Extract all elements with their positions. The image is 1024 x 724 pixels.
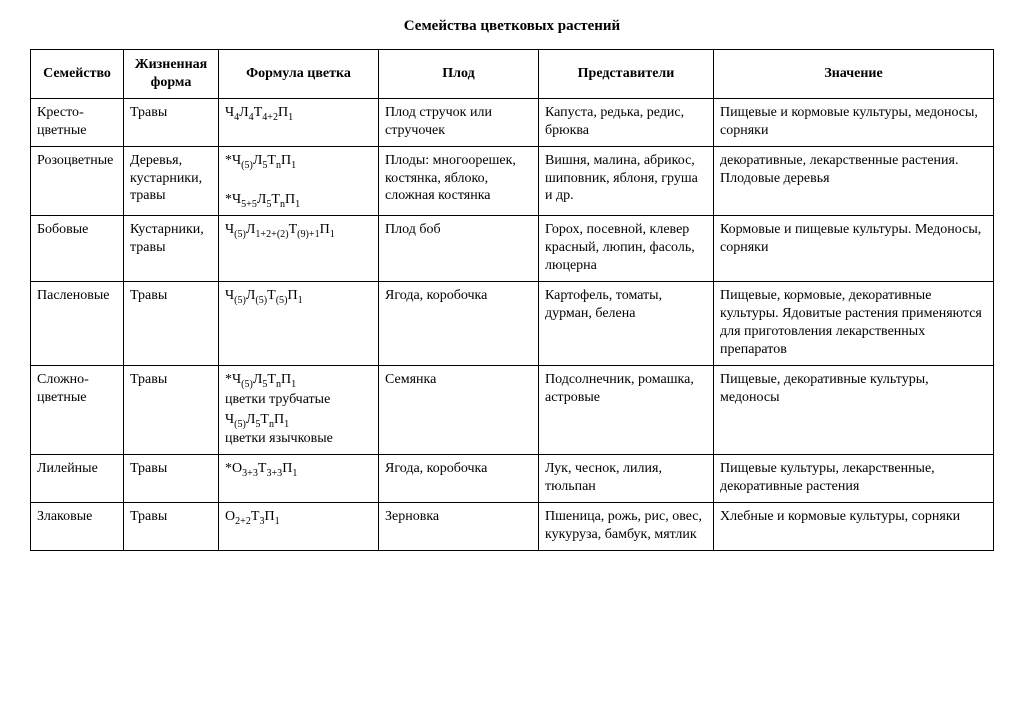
cell-formula: Ч(5)Л(5)Т(5)П1 <box>219 282 379 366</box>
cell-fruit: Семянка <box>379 365 539 455</box>
cell-family: Лилей­ные <box>31 455 124 503</box>
cell-family: Паслено­вые <box>31 282 124 366</box>
cell-family: Розоцвет­ные <box>31 146 124 216</box>
cell-formula: *Ч(5)Л5ТnП1цветки трубчатыеЧ(5)Л5ТnП1цве… <box>219 365 379 455</box>
cell-reps: Лук, чеснок, ли­лия, тюльпан <box>539 455 714 503</box>
cell-reps: Пшеница, рожь, рис, овес, кукуру­за, бам… <box>539 503 714 551</box>
cell-fruit: Плод боб <box>379 216 539 282</box>
table-row: ЗлаковыеТравыО2+2Т3П1ЗерновкаПшеница, ро… <box>31 503 994 551</box>
cell-lifeform: Деревья, кустарни­ки, травы <box>124 146 219 216</box>
table-body: Кресто­цветныеТравыЧ4Л4Т4+2П1Плод стручо… <box>31 98 994 550</box>
cell-value: Пищевые культуры, лекарствен­ные, декора… <box>714 455 994 503</box>
cell-formula: Ч(5)Л1+2+(2)Т(9)+1П1 <box>219 216 379 282</box>
cell-fruit: Плод стручок или стручочек <box>379 98 539 146</box>
cell-family: Сложно­цветные <box>31 365 124 455</box>
cell-reps: Капуста, редька, редис, брюква <box>539 98 714 146</box>
column-header-0: Семейство <box>31 50 124 99</box>
table-row: БобовыеКустарни­ки, травыЧ(5)Л1+2+(2)Т(9… <box>31 216 994 282</box>
cell-family: Бобовые <box>31 216 124 282</box>
cell-lifeform: Кустарни­ки, травы <box>124 216 219 282</box>
cell-value: Хлебные и кормовые культуры, сорняки <box>714 503 994 551</box>
column-header-2: Формула цветка <box>219 50 379 99</box>
cell-fruit: Плоды: многооре­шек, костянка, яблоко, с… <box>379 146 539 216</box>
table-row: Кресто­цветныеТравыЧ4Л4Т4+2П1Плод стручо… <box>31 98 994 146</box>
cell-reps: Картофель, тома­ты, дурман, белена <box>539 282 714 366</box>
column-header-1: Жизнен­ная форма <box>124 50 219 99</box>
cell-fruit: Ягода, коробочка <box>379 455 539 503</box>
column-header-3: Плод <box>379 50 539 99</box>
cell-lifeform: Травы <box>124 503 219 551</box>
cell-formula: *Ч(5)Л5ТnП1 *Ч5+5Л5ТnП1 <box>219 146 379 216</box>
cell-value: Кормовые и пищевые культуры. Медоносы, с… <box>714 216 994 282</box>
cell-formula: Ч4Л4Т4+2П1 <box>219 98 379 146</box>
column-header-4: Представители <box>539 50 714 99</box>
table-row: Паслено­выеТравыЧ(5)Л(5)Т(5)П1Ягода, кор… <box>31 282 994 366</box>
page-title: Семейства цветковых растений <box>30 18 994 35</box>
cell-family: Злаковые <box>31 503 124 551</box>
table-row: Сложно­цветныеТравы*Ч(5)Л5ТnП1цветки тру… <box>31 365 994 455</box>
cell-reps: Вишня, малина, абрикос, шипов­ник, яблон… <box>539 146 714 216</box>
cell-value: декоративные, лекарственные растения. Пл… <box>714 146 994 216</box>
table-row: Розоцвет­ныеДеревья, кустарни­ки, травы*… <box>31 146 994 216</box>
cell-lifeform: Травы <box>124 455 219 503</box>
families-table: СемействоЖизнен­ная формаФормула цветкаП… <box>30 49 994 551</box>
cell-reps: Горох, посевной, клевер красный, люпин, … <box>539 216 714 282</box>
cell-lifeform: Травы <box>124 98 219 146</box>
cell-formula: *О3+3Т3+3П1 <box>219 455 379 503</box>
table-row: Лилей­ныеТравы*О3+3Т3+3П1Ягода, коробочк… <box>31 455 994 503</box>
cell-value: Пищевые, декоративные культу­ры, медонос… <box>714 365 994 455</box>
cell-value: Пищевые, кормовые, декоратив­ные культур… <box>714 282 994 366</box>
cell-family: Кресто­цветные <box>31 98 124 146</box>
cell-formula: О2+2Т3П1 <box>219 503 379 551</box>
table-header-row: СемействоЖизнен­ная формаФормула цветкаП… <box>31 50 994 99</box>
cell-fruit: Ягода, коробочка <box>379 282 539 366</box>
column-header-5: Значение <box>714 50 994 99</box>
cell-value: Пищевые и кормовые культуры, медоносы, с… <box>714 98 994 146</box>
cell-reps: Подсолнечник, ро­машка, астровые <box>539 365 714 455</box>
cell-lifeform: Травы <box>124 282 219 366</box>
cell-lifeform: Травы <box>124 365 219 455</box>
cell-fruit: Зерновка <box>379 503 539 551</box>
